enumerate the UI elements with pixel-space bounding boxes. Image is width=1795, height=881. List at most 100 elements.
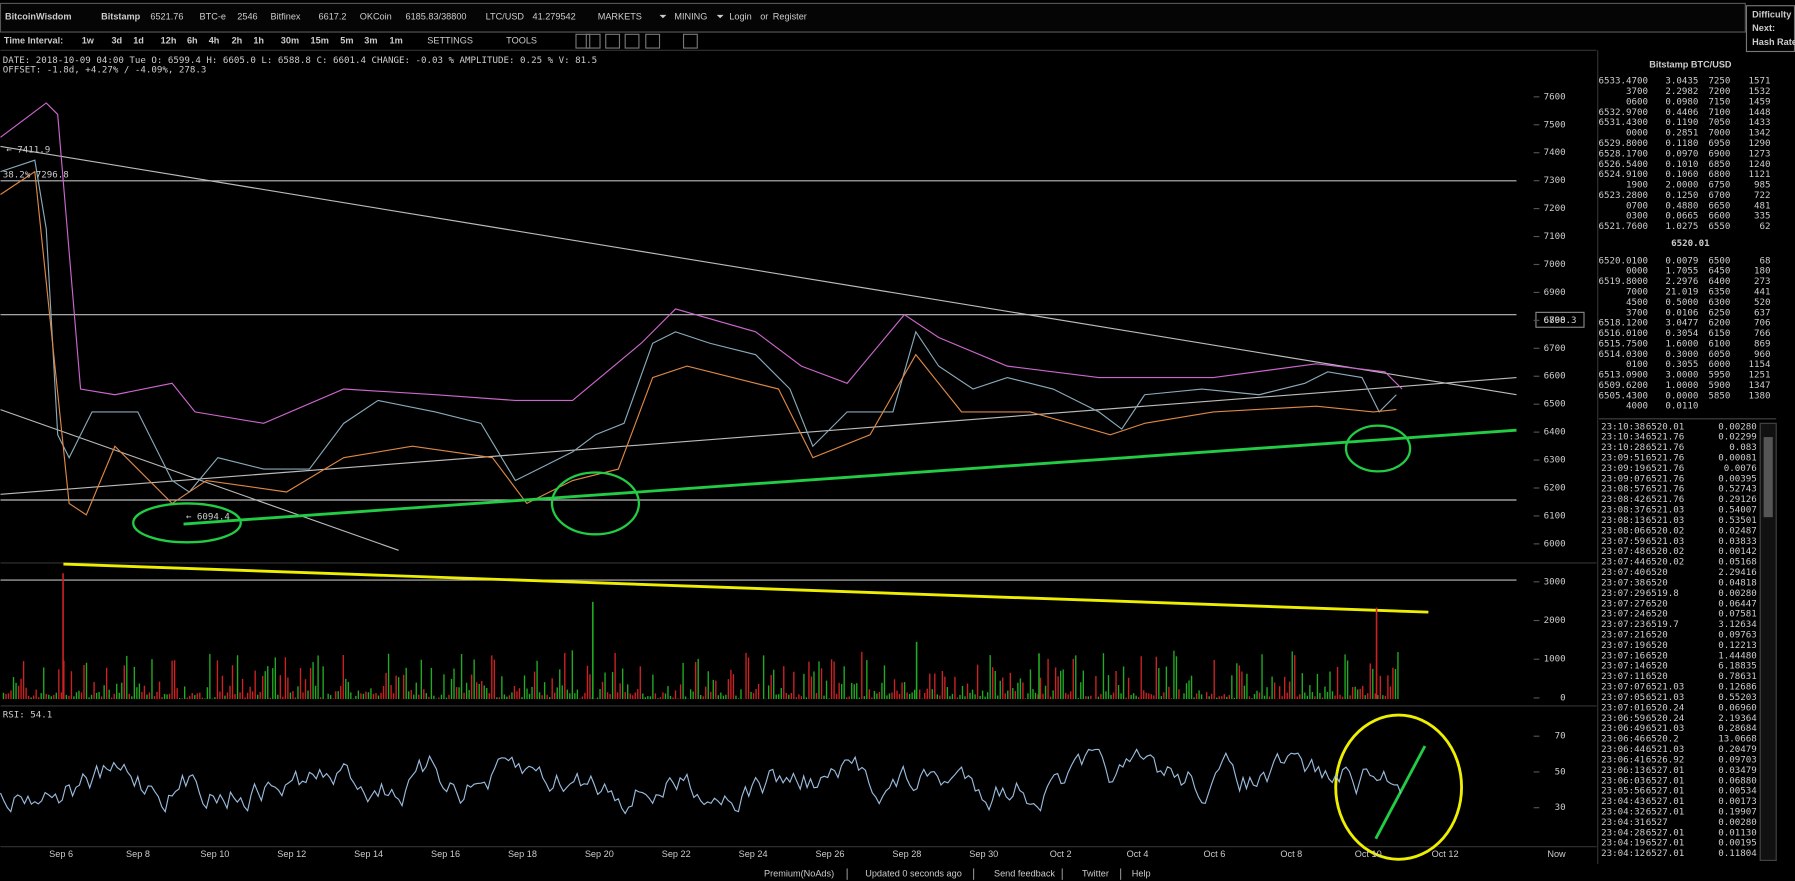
volume-bar <box>168 693 171 700</box>
ticker-name[interactable]: Bitfinex <box>271 12 301 22</box>
interval-button[interactable]: 3d <box>111 36 122 46</box>
volume-bar <box>647 696 649 700</box>
orderbook-cell: 0.0106 <box>1665 308 1698 318</box>
volume-bar <box>251 691 254 700</box>
volume-bar <box>133 666 136 700</box>
footer-link[interactable]: Send feedback <box>994 869 1055 879</box>
tool-icon[interactable] <box>682 33 698 49</box>
volume-bar <box>1095 676 1097 700</box>
volume-bar <box>317 655 319 700</box>
volume-bar <box>428 696 430 700</box>
footer-link[interactable]: Premium(NoAds) <box>764 869 834 879</box>
orderbook-cell: 6520.0100 <box>1599 256 1649 266</box>
trade-price: 6521.76 <box>1646 454 1685 464</box>
volume-bar <box>1387 675 1389 700</box>
interval-button[interactable]: 2h <box>232 36 243 46</box>
volume-bar <box>468 690 470 700</box>
orderbook-cell: 6650 <box>1708 201 1730 211</box>
volume-bar <box>1039 677 1042 700</box>
volume-bar <box>861 651 863 700</box>
tool-icon[interactable] <box>605 33 621 49</box>
toolbar-menu[interactable]: TOOLS <box>506 36 537 46</box>
toolbar-menu[interactable]: SETTINGS <box>427 36 473 46</box>
ticker-price: 6617.2 <box>319 12 347 22</box>
ticker-name[interactable]: LTC/USD <box>486 12 525 22</box>
orderbook-cell: 7050 <box>1708 118 1730 128</box>
menu[interactable]: MARKETS <box>598 12 642 22</box>
volume-bar <box>538 692 541 700</box>
volume-bar <box>1097 696 1100 700</box>
trade-time: 23:07:59 <box>1601 537 1645 547</box>
orderbook-cell: 6515.7500 <box>1599 339 1649 349</box>
trade-time: 23:08:06 <box>1601 526 1645 536</box>
ticker-name[interactable]: BTC-e <box>200 12 226 22</box>
interval-button[interactable]: 1d <box>133 36 144 46</box>
y-tick-label: 6700 <box>1544 344 1566 354</box>
volume-bar <box>1070 691 1072 700</box>
volume-bar <box>1102 653 1105 700</box>
volume-bar <box>1009 672 1012 700</box>
volume-bar <box>395 675 397 700</box>
ticker-name[interactable]: Bitstamp <box>101 12 141 22</box>
volume-bar <box>1236 663 1238 700</box>
volume-bar <box>148 692 151 700</box>
x-tick-label: Sep 14 <box>354 849 383 859</box>
volume-bar <box>516 691 518 700</box>
interval-button[interactable]: 12h <box>161 36 177 46</box>
ticker-name[interactable]: OKCoin <box>360 12 392 22</box>
volume-bar <box>448 694 450 700</box>
volume-bar <box>1120 693 1122 700</box>
volume-bar <box>1090 695 1092 700</box>
interval-button[interactable]: 3m <box>364 36 377 46</box>
menu[interactable]: MINING <box>674 12 707 22</box>
volume-bar <box>674 690 677 700</box>
tool-icon[interactable] <box>575 33 591 49</box>
volume-bar <box>1258 692 1261 700</box>
trade-time: 23:06:59 <box>1601 714 1645 724</box>
interval-button[interactable]: 1m <box>389 36 402 46</box>
interval-button[interactable]: 15m <box>311 36 329 46</box>
tool-icon[interactable] <box>585 33 601 49</box>
interval-button[interactable]: 1h <box>253 36 264 46</box>
price-tag: 6798.3 <box>1543 316 1576 326</box>
trade-price: 6520 <box>1646 578 1668 588</box>
trade-amount: 0.29126 <box>1718 495 1757 505</box>
tool-icon[interactable] <box>624 33 640 49</box>
tool-icon[interactable] <box>645 33 661 49</box>
volume-bar <box>455 687 458 700</box>
interval-button[interactable]: 4h <box>209 36 220 46</box>
scrollbar[interactable] <box>1759 422 1777 861</box>
interval-button[interactable]: 30m <box>281 36 299 46</box>
volume-bar <box>357 690 360 700</box>
footer-link[interactable]: Twitter <box>1082 869 1109 879</box>
volume-bar <box>206 687 209 700</box>
volume-bar <box>370 688 372 700</box>
footer-link[interactable]: Help <box>1132 869 1151 879</box>
trade-price: 6520.24 <box>1646 703 1685 713</box>
volume-bar <box>863 696 866 700</box>
scrollbar-thumb[interactable] <box>1763 437 1773 518</box>
interval-button[interactable]: 5m <box>340 36 353 46</box>
volume-bar <box>997 695 999 700</box>
or: or <box>760 12 768 22</box>
volume-bar <box>677 698 679 700</box>
ticker-price: 6185.83/38800 <box>406 12 467 22</box>
x-tick-label: Oct 8 <box>1280 849 1302 859</box>
brand[interactable]: BitcoinWisdom <box>5 12 71 22</box>
trade-time: 23:04:43 <box>1601 797 1645 807</box>
volume-bar <box>1205 692 1208 700</box>
volume-bar <box>657 698 659 700</box>
orderbook-cell: 68 <box>1759 256 1770 266</box>
interval-button[interactable]: 6h <box>187 36 198 46</box>
interval-button[interactable]: 1w <box>82 36 95 46</box>
orderbook-cell: 0700 <box>1626 201 1648 211</box>
volume-bar <box>1163 692 1165 700</box>
login[interactable]: Login <box>729 12 751 22</box>
volume-bar <box>1324 686 1326 700</box>
register[interactable]: Register <box>773 12 807 22</box>
orderbook-cell: 3700 <box>1626 308 1648 318</box>
y-tick-label: 6100 <box>1544 511 1566 521</box>
trade-amount: 2.29416 <box>1718 568 1757 578</box>
orderbook-cell: 7000 <box>1708 129 1730 139</box>
volume-bar <box>944 676 946 700</box>
